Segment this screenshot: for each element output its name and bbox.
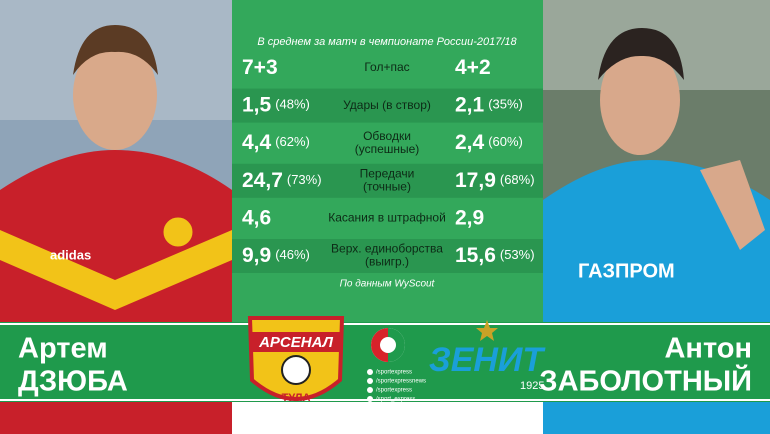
stat-percent: (68%): [500, 172, 535, 187]
player-last-name: ДЗЮБА: [18, 366, 128, 398]
stat-value: 9,9 (46%): [242, 244, 310, 267]
social-handle: /sportexpressnews: [376, 379, 426, 385]
stat-value: 24,7 (73%): [242, 168, 322, 191]
stat-label: (выигр.): [365, 255, 409, 269]
stats-panel: [232, 0, 543, 322]
stat-label: Гол+пас: [364, 60, 409, 74]
social-icon: [367, 387, 373, 393]
row-band: [232, 239, 543, 273]
player-first-name: Артем: [18, 333, 108, 365]
stat-number: 7+3: [242, 56, 278, 79]
jersey-text: ГАЗПРОМ: [578, 260, 675, 282]
stat-label: (успешные): [355, 142, 420, 156]
stat-number: 4,6: [242, 206, 271, 229]
stat-percent: (53%): [500, 247, 535, 262]
stat-label: Удары (в створ): [343, 98, 431, 112]
stat-percent: (46%): [275, 247, 310, 262]
stat-label: Обводки: [363, 129, 411, 143]
stat-label: Передачи: [360, 166, 415, 180]
stat-number: 2,9: [455, 206, 484, 229]
stat-percent: (48%): [275, 97, 310, 112]
stat-value: 2,1 (35%): [455, 93, 523, 116]
social-icon: [367, 396, 373, 402]
logo-text: ЗЕНИТ: [429, 341, 547, 379]
social-handle: /sport_express: [376, 397, 415, 403]
stat-value: 2,4 (60%): [455, 131, 523, 154]
stat-number: 15,6: [455, 244, 496, 267]
social-handle: /sportexpress: [376, 388, 412, 394]
left-photo: adidas: [0, 0, 232, 434]
stat-value: 1,5 (48%): [242, 93, 310, 116]
row-band: [232, 88, 543, 123]
stat-number: 4,4: [242, 131, 272, 154]
player-last-name: ЗАБОЛОТНЫЙ: [539, 364, 752, 398]
stat-number: 1,5: [242, 93, 272, 116]
arsenal-logo: АРСЕНАЛ ТУЛА: [247, 316, 345, 404]
jersey-text: adidas: [50, 247, 91, 262]
stat-value: 15,6 (53%): [455, 244, 535, 267]
stat-label: Верх. единоборства: [331, 242, 443, 256]
source: По данным WyScout: [340, 279, 436, 290]
social-handle: /sportexpress: [376, 370, 412, 376]
subtitle: В среднем за матч в чемпионате России-20…: [257, 36, 517, 48]
zenit-logo: ЗЕНИТ 1925: [429, 320, 547, 392]
stat-number: 17,9: [455, 168, 496, 191]
player-first-name: Антон: [664, 333, 752, 365]
stats-rows: 7+3 4+2 Гол+пас 1,5 (48%) 2,1 (35%) Удары (в ст…: [232, 56, 543, 273]
sport-express-logo: [371, 328, 405, 362]
stat-value: 7+3: [242, 56, 278, 79]
row-band: [232, 163, 543, 198]
stat-percent: (62%): [275, 135, 310, 150]
stat-value: 4+2: [455, 56, 491, 79]
stat-number: 4+2: [455, 56, 491, 79]
stat-label: (точные): [363, 179, 411, 193]
social-links: /sportexpress/sportexpressnews/sportexpr…: [367, 369, 426, 403]
stat-number: 2,4: [455, 131, 485, 154]
stat-number: 24,7: [242, 168, 283, 191]
stat-value: 4,6: [242, 206, 271, 229]
stat-number: 2,1: [455, 93, 485, 116]
stat-value: 2,9: [455, 206, 484, 229]
logo-text: ТУЛА: [282, 392, 311, 404]
stat-value: 4,4 (62%): [242, 131, 310, 154]
stat-percent: (35%): [488, 97, 523, 112]
logo-text: АРСЕНАЛ: [258, 334, 334, 351]
logo-text: 1925: [520, 380, 544, 392]
stat-number: 9,9: [242, 244, 271, 267]
stat-percent: (60%): [488, 135, 523, 150]
social-icon: [367, 378, 373, 384]
stat-value: 17,9 (68%): [455, 168, 535, 191]
stat-label: Касания в штрафной: [328, 211, 446, 225]
social-icon: [367, 369, 373, 375]
stat-percent: (73%): [287, 172, 322, 187]
